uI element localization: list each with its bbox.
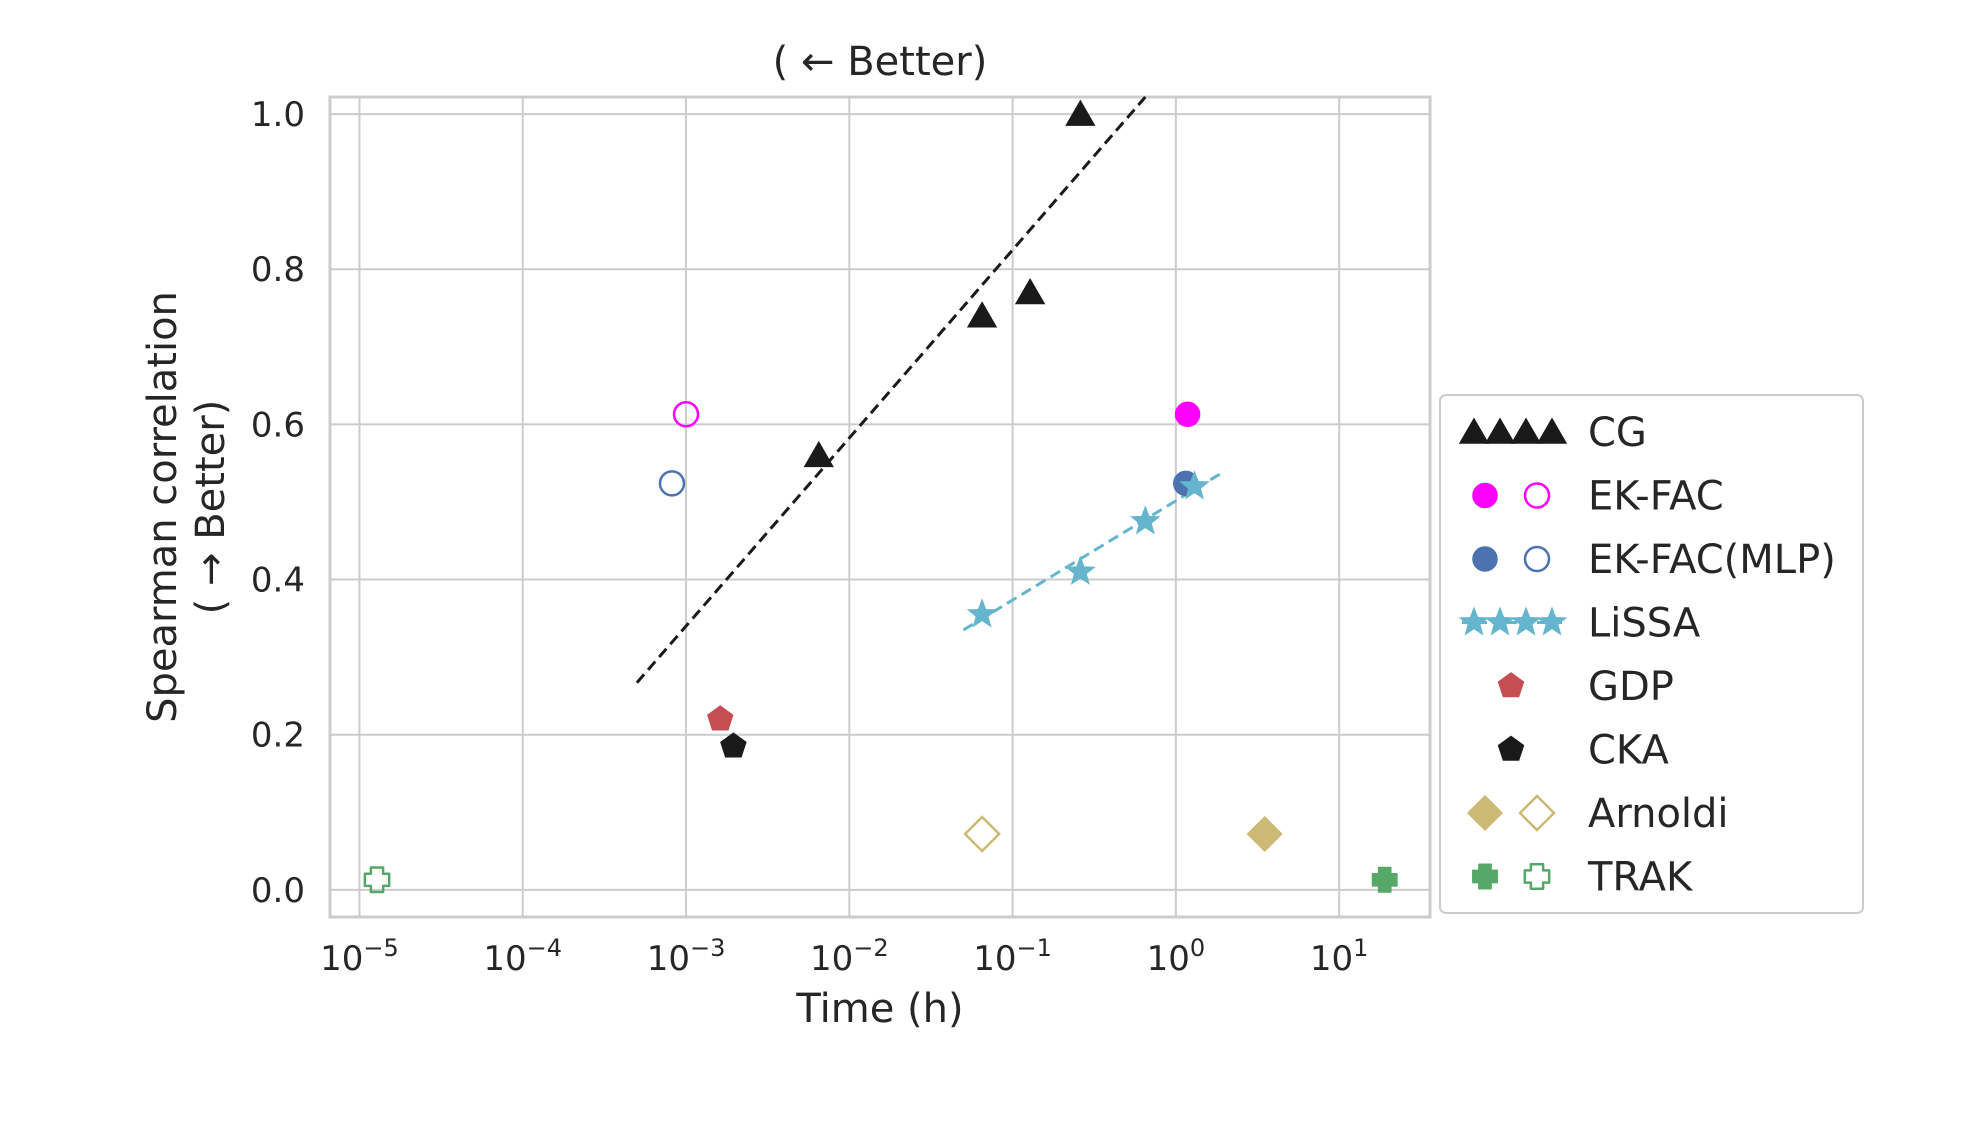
legend-label-cg: CG [1588,410,1647,456]
y-tick-label: 1.0 [251,95,305,135]
legend-marker-cka [1497,735,1525,761]
data-point-arnoldi-hollow [963,815,1001,853]
legend-label-arnoldi: Arnoldi [1588,791,1729,837]
legend-marker-ek-fac-mlp-hollow [1523,545,1551,573]
legend-label-ek-fac-mlp: EK-FAC(MLP) [1588,537,1836,583]
legend-marker-cg [1484,417,1516,444]
x-tick-label: 100 [1147,934,1206,979]
legend-marker-ek-fac-mlp [1472,546,1498,572]
y-tick-label: 0.0 [251,871,305,911]
data-point-cg [1065,99,1096,126]
legend-marker-arnoldi-hollow [1518,794,1556,832]
data-point-ek-fac-hollow [672,401,700,428]
legend-label-trak: TRAK [1587,855,1694,901]
x-axis-label: Time (h) [795,986,963,1032]
y-tick-label: 0.4 [251,561,305,601]
y-axis-label-line-2: ( → Better) [188,400,234,615]
legend-marker-lissa [1458,606,1490,636]
x-tick-label: 10−1 [973,934,1052,979]
y-axis-label: Spearman correlation ( → Better) [140,291,234,723]
legend-item-cg: CG [1458,410,1647,456]
x-tick-label: 10−3 [647,934,726,979]
data-point-cg [803,440,834,468]
plot-frame [328,95,1432,919]
legend-label-cka: CKA [1588,728,1669,774]
data-point-trak-hollow [363,866,391,894]
legend-marker-cg [1458,417,1490,444]
trend-line-1 [962,469,1226,632]
legend-item-trak: TRAK [1472,855,1694,901]
data-point-cka [720,732,747,758]
y-tick-labels: 0.0 0.2 0.4 0.6 0.8 1.0 [251,95,305,911]
legend-marker-arnoldi [1466,794,1504,832]
y-tick-label: 0.8 [251,250,305,290]
x-tick-label: 101 [1310,934,1369,979]
data-point-ek-fac [1174,401,1201,428]
x-tick-labels: 10−5 10−4 10−3 10−2 10−1 100 101 [320,934,1368,979]
trend-lines [635,96,1226,684]
x-tick-label: 10−2 [810,934,889,979]
trend-line-0 [635,96,1147,684]
data-point-gdp [707,705,734,731]
legend: CG EK-FAC EK-FAC(MLP) LiSSA GDP CKA Arnoldi TRA… [1439,394,1864,914]
grid-layer [330,97,1430,917]
legend-item-ek-fac: EK-FAC [1472,474,1724,520]
legend-marker-cg [1510,417,1542,444]
legend-label-ek-fac: EK-FAC [1588,474,1724,520]
legend-item-arnoldi: Arnoldi [1466,791,1729,837]
x-tick-label: 10−5 [320,934,399,979]
data-point-lissa [1179,470,1210,500]
x-tick-label: 10−4 [483,934,562,979]
legend-marker-trak [1472,863,1498,890]
data-point-cg [1014,278,1046,305]
legend-item-ek-fac-mlp: EK-FAC(MLP) [1472,537,1836,583]
legend-item-cka: CKA [1497,728,1669,774]
data-point-lissa [966,598,998,628]
data-point-cg [966,301,998,328]
legend-item-lissa: LiSSA [1458,601,1701,647]
y-tick-label: 0.6 [251,405,305,445]
y-tick-label: 0.2 [251,716,305,756]
data-point-ek-fac-mlp-hollow [658,470,686,497]
chart-title: ( ← Better) [773,39,988,85]
legend-marker-ek-fac-hollow [1523,482,1551,509]
data-point-arnoldi [1246,815,1283,853]
legend-label-lissa: LiSSA [1588,601,1701,647]
legend-marker-trak-hollow [1523,863,1551,890]
data-point-lissa [1064,555,1096,585]
legend-item-gdp: GDP [1497,664,1674,710]
legend-label-gdp: GDP [1588,664,1674,710]
y-axis-label-line-1: Spearman correlation [140,291,186,723]
data-markers [363,99,1398,894]
data-point-lissa [1129,505,1161,535]
legend-marker-ek-fac [1472,482,1498,509]
legend-marker-cg [1536,417,1568,444]
legend-marker-gdp [1497,672,1525,698]
legend-box [1439,394,1864,914]
data-point-trak [1371,866,1398,893]
